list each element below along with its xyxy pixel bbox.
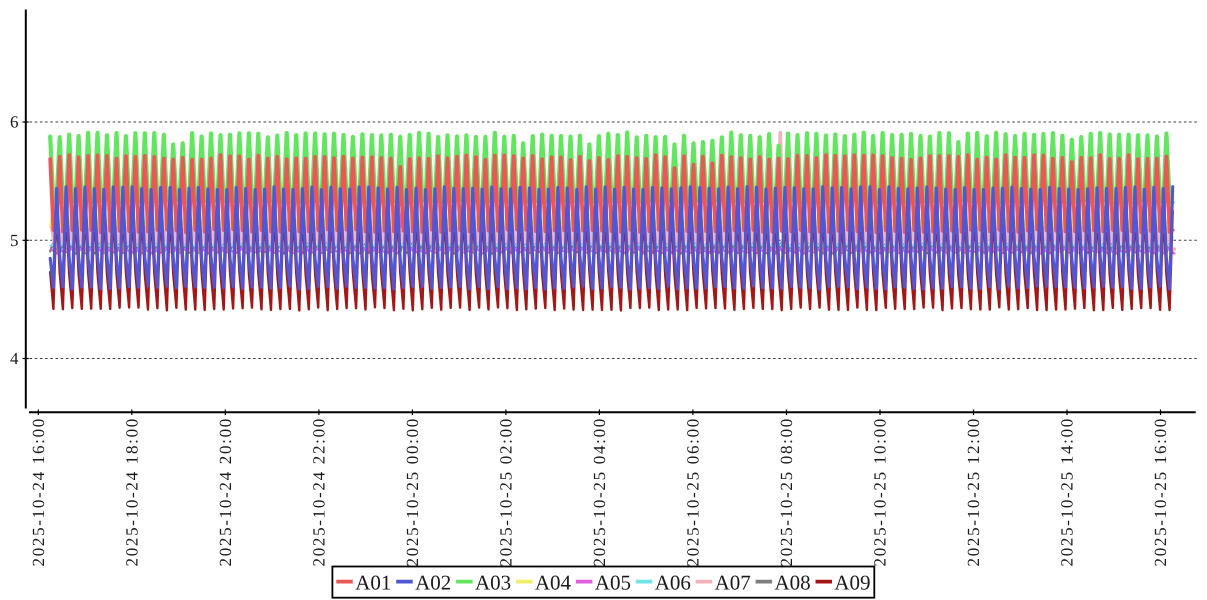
svg-text:2025-10-25 06:00: 2025-10-25 06:00 (683, 417, 702, 567)
svg-text:6: 6 (10, 113, 19, 132)
svg-text:4: 4 (10, 349, 19, 368)
svg-text:A01: A01 (355, 571, 391, 595)
svg-text:A04: A04 (535, 571, 572, 595)
svg-text:A02: A02 (415, 571, 451, 595)
svg-text:2025-10-25 08:00: 2025-10-25 08:00 (777, 417, 796, 567)
svg-text:5: 5 (10, 231, 19, 250)
svg-text:2025-10-25 04:00: 2025-10-25 04:00 (590, 417, 609, 567)
svg-text:2025-10-24 18:00: 2025-10-24 18:00 (122, 417, 141, 567)
svg-text:A09: A09 (834, 571, 870, 595)
svg-text:2025-10-25 10:00: 2025-10-25 10:00 (871, 417, 890, 567)
svg-text:2025-10-25 16:00: 2025-10-25 16:00 (1151, 417, 1170, 567)
svg-text:A08: A08 (775, 571, 811, 595)
svg-text:A03: A03 (475, 571, 511, 595)
svg-text:A07: A07 (715, 571, 751, 595)
svg-text:A06: A06 (655, 571, 691, 595)
svg-text:2025-10-24 22:00: 2025-10-24 22:00 (309, 417, 328, 567)
svg-text:2025-10-24 20:00: 2025-10-24 20:00 (216, 417, 235, 567)
svg-text:A05: A05 (595, 571, 631, 595)
svg-text:2025-10-25 02:00: 2025-10-25 02:00 (496, 417, 515, 567)
svg-text:2025-10-25 00:00: 2025-10-25 00:00 (403, 417, 422, 567)
svg-text:2025-10-24 16:00: 2025-10-24 16:00 (29, 417, 48, 567)
svg-text:2025-10-25 14:00: 2025-10-25 14:00 (1058, 417, 1077, 567)
svg-text:2025-10-25 12:00: 2025-10-25 12:00 (964, 417, 983, 567)
